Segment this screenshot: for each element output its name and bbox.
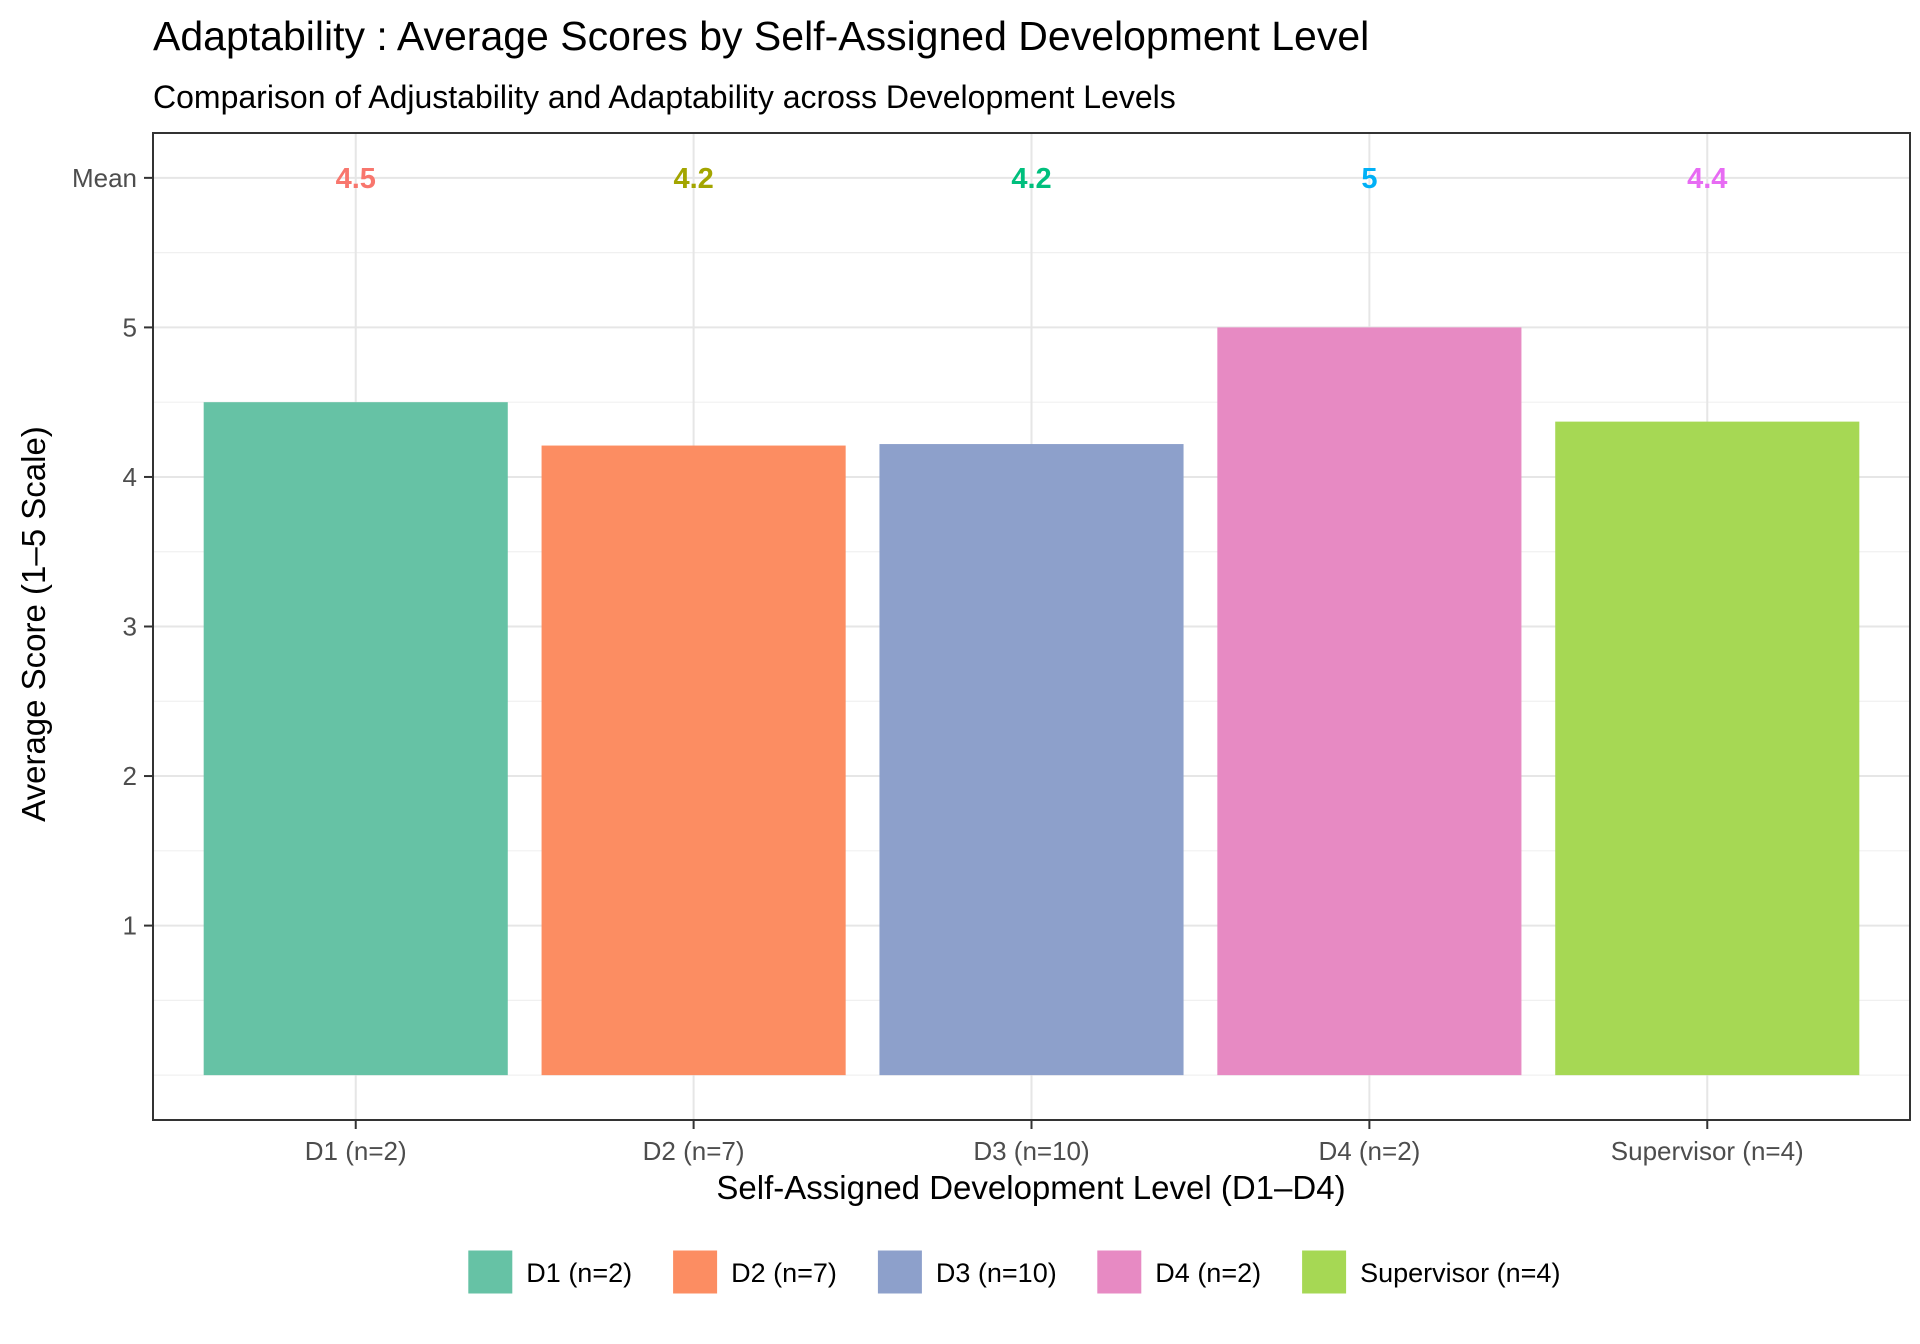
y-axis-title: Average Score (1–5 Scale) bbox=[15, 426, 52, 822]
y-tick-label-mean: Mean bbox=[72, 163, 137, 193]
mean-value-label: 4.5 bbox=[336, 163, 376, 195]
legend-key-4 bbox=[1097, 1250, 1142, 1294]
y-tick-label: 2 bbox=[123, 761, 137, 791]
bar-2 bbox=[541, 445, 846, 1076]
legend: D1 (n=2) D2 (n=7) D3 (n=10) D4 (n=2) Supervi… bbox=[468, 1250, 1560, 1294]
legend-key-5 bbox=[1302, 1250, 1347, 1294]
legend-key-1 bbox=[468, 1250, 513, 1294]
x-tick-label: D1 (n=2) bbox=[305, 1136, 407, 1166]
legend-label: D3 (n=10) bbox=[936, 1258, 1057, 1288]
mean-labels: 4.5 4.2 4.2 5 4.4 bbox=[336, 163, 1728, 195]
legend-key-2 bbox=[673, 1250, 718, 1294]
bar-3 bbox=[879, 444, 1184, 1076]
x-axis: D1 (n=2) D2 (n=7) D3 (n=10) D4 (n=2) Supervi… bbox=[305, 1120, 1804, 1166]
chart-subtitle: Comparison of Adjustability and Adaptabi… bbox=[153, 79, 1176, 115]
legend-label: Supervisor (n=4) bbox=[1360, 1258, 1560, 1288]
x-tick-label: Supervisor (n=4) bbox=[1611, 1136, 1804, 1166]
mean-value-label: 4.4 bbox=[1687, 163, 1727, 195]
mean-value-label: 5 bbox=[1361, 163, 1377, 195]
y-axis: 1 2 3 4 5 Mean bbox=[72, 163, 153, 941]
y-tick-label: 5 bbox=[123, 312, 137, 342]
legend-key-3 bbox=[877, 1250, 922, 1294]
bar-4 bbox=[1217, 327, 1522, 1076]
bar-5 bbox=[1555, 421, 1860, 1076]
x-tick-label: D2 (n=7) bbox=[643, 1136, 745, 1166]
chart-title: Adaptability : Average Scores by Self-As… bbox=[153, 13, 1369, 59]
legend-label: D4 (n=2) bbox=[1155, 1258, 1261, 1288]
x-tick-label: D4 (n=2) bbox=[1318, 1136, 1420, 1166]
x-tick-label: D3 (n=10) bbox=[973, 1136, 1089, 1166]
y-tick-label: 1 bbox=[123, 911, 137, 941]
bars bbox=[203, 327, 1860, 1076]
x-axis-title: Self-Assigned Development Level (D1–D4) bbox=[716, 1169, 1345, 1206]
bar-1 bbox=[203, 402, 508, 1076]
mean-value-label: 4.2 bbox=[1011, 163, 1051, 195]
legend-label: D2 (n=7) bbox=[731, 1258, 837, 1288]
y-tick-label: 3 bbox=[123, 612, 137, 642]
mean-value-label: 4.2 bbox=[673, 163, 713, 195]
legend-label: D1 (n=2) bbox=[526, 1258, 632, 1288]
y-tick-label: 4 bbox=[123, 462, 137, 492]
